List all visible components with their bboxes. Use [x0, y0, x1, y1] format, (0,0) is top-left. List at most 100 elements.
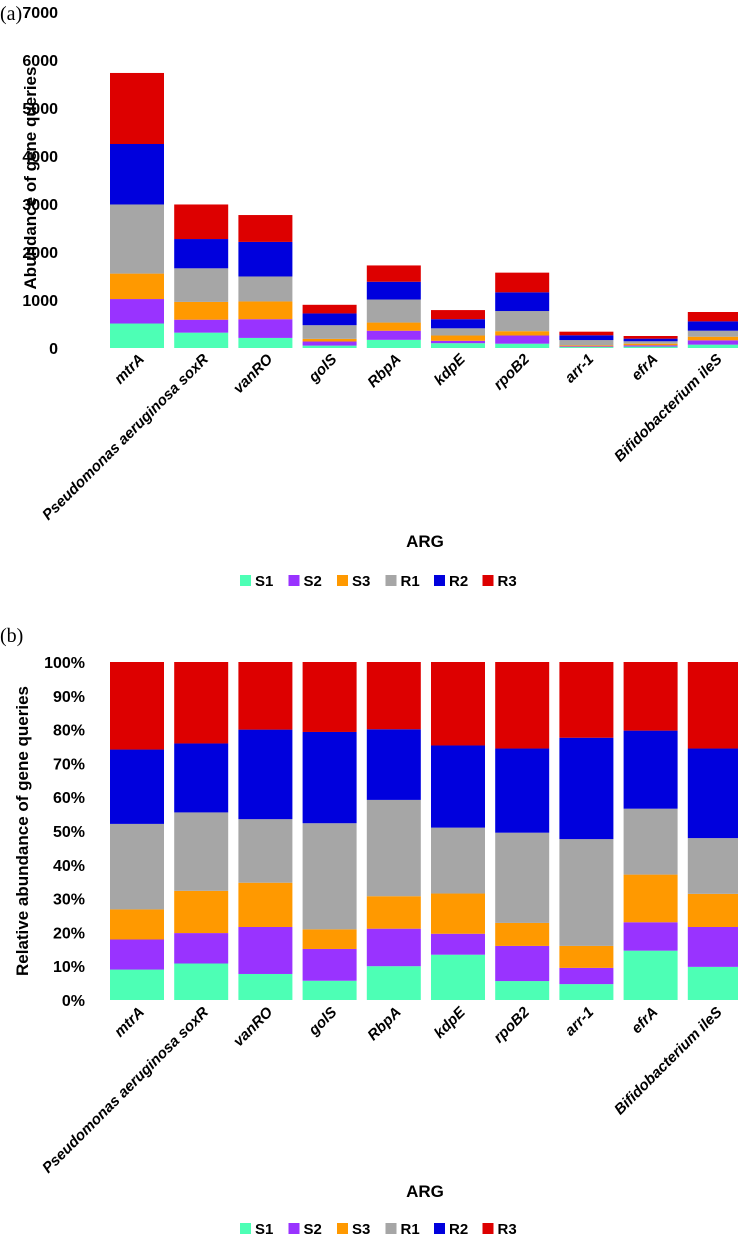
bar-segment-r3-9: [687, 312, 738, 322]
bar-segment-r1-0: [110, 204, 164, 274]
y-tick-label: 5000: [22, 101, 58, 118]
x-category-label: kdpE: [431, 1003, 470, 1042]
bar-segment-s1-7: [559, 347, 614, 348]
bar-segment-s2-3: [302, 948, 357, 981]
bar-segment-r2-6: [495, 748, 550, 833]
legend-label-r3: R3: [498, 573, 517, 590]
bar-segment-r1-2: [238, 819, 293, 883]
bar-segment-r2-2: [238, 241, 293, 277]
bar-segment-r1-8: [623, 808, 678, 875]
x-category-label: rpoB2: [490, 350, 533, 393]
bar-segment-s1-4: [366, 966, 421, 1000]
bar-segment-r2-7: [559, 335, 614, 341]
bar-segment-s1-4: [366, 339, 421, 348]
x-category-label: arr-1: [562, 351, 598, 387]
y-tick-label: 4000: [22, 149, 58, 166]
bar-segment-r1-8: [623, 341, 678, 344]
bar-segment-s2-0: [110, 299, 164, 324]
bar-segment-s1-1: [174, 332, 229, 348]
bar-segment-r2-8: [623, 338, 678, 342]
x-category-label: mtrA: [111, 351, 148, 388]
bar-segment-s3-6: [495, 922, 550, 946]
x-axis-title: ARG: [406, 1182, 444, 1201]
bar-segment-r2-5: [431, 745, 485, 828]
chart-a-absolute-abundance: (a) Abundance of gene queries 0 1000 2000 300…: [0, 3, 738, 590]
y-tick-label: 7000: [22, 5, 58, 22]
bar-segment-r1-1: [174, 812, 229, 891]
bar-segment-r1-9: [687, 330, 738, 337]
x-axis-title: ARG: [406, 532, 444, 551]
legend-label-r3: R3: [498, 1221, 517, 1238]
bar-segment-r3-0: [110, 662, 164, 750]
bar-segment-s2-1: [174, 933, 229, 964]
legend-label-s2: S2: [304, 573, 322, 590]
panel-label: (a): [0, 3, 22, 25]
y-tick-label: 50%: [53, 824, 85, 841]
bar-segment-s1-2: [238, 337, 293, 348]
bar-segment-r3-6: [495, 662, 550, 749]
chart-b-relative-abundance: (b) Relative abundance of gene queries 0% 1…: [0, 625, 738, 1238]
bar-segment-s1-9: [687, 344, 738, 348]
x-category-label: vanRO: [230, 351, 276, 397]
bar-segment-r2-2: [238, 729, 293, 820]
bar-segment-r3-5: [431, 310, 485, 320]
y-axis-title: Abundance of gene queries: [21, 67, 40, 290]
bar-segment-s3-5: [431, 335, 485, 341]
bar-segment-s3-0: [110, 909, 164, 940]
bar-segment-r3-1: [174, 204, 229, 240]
bar-segment-r3-7: [559, 662, 614, 738]
bar-segment-r1-9: [687, 838, 738, 894]
bar-segment-s2-5: [431, 933, 485, 955]
bar-segment-s3-1: [174, 890, 229, 934]
x-category-label: efrA: [628, 1004, 661, 1037]
bar-segment-s2-4: [366, 928, 421, 967]
y-tick-label: 1000: [22, 293, 58, 310]
bar-segment-s2-6: [495, 335, 550, 344]
legend-swatch-s2: [288, 1223, 300, 1234]
x-category-label: efrA: [628, 351, 661, 384]
bar-segment-s3-7: [559, 945, 614, 968]
bar-segment-r2-6: [495, 292, 550, 312]
legend-label-s1: S1: [255, 573, 273, 590]
bar-segment-s1-0: [110, 323, 164, 348]
bar-segment-r1-1: [174, 268, 229, 302]
bar-segment-s3-9: [687, 336, 738, 341]
bar-segment-r2-4: [366, 281, 421, 300]
bar-segment-r1-3: [302, 823, 357, 930]
bar-segment-s1-5: [431, 343, 485, 348]
bar-segment-s1-9: [687, 966, 738, 1000]
y-tick-label: 10%: [53, 959, 85, 976]
y-tick-label: 60%: [53, 790, 85, 807]
bar-segment-r3-2: [238, 215, 293, 242]
bar-segment-r2-4: [366, 729, 421, 800]
legend-swatch-s1: [240, 575, 251, 586]
x-category-label: vanRO: [230, 1004, 276, 1050]
bar-segment-s3-8: [623, 343, 678, 346]
bar-segment-r1-4: [366, 799, 421, 897]
bar-segment-r2-9: [687, 748, 738, 839]
bar-segment-s2-7: [559, 346, 614, 348]
bar-segment-r3-0: [110, 72, 164, 144]
bar-segment-r3-4: [366, 265, 421, 282]
bar-segment-r3-3: [302, 304, 357, 314]
bar-segment-r3-2: [238, 662, 293, 730]
bar-segment-r1-4: [366, 299, 421, 323]
bar-segment-s3-9: [687, 893, 738, 927]
x-category-label: kdpE: [431, 350, 470, 389]
bar-segment-s2-5: [431, 340, 485, 344]
bar-segment-s1-7: [559, 984, 614, 1000]
bar-segment-r3-5: [431, 662, 485, 746]
bar-segment-s3-4: [366, 322, 421, 331]
x-category-label: RbpA: [364, 1004, 404, 1044]
x-category-label: golS: [305, 1004, 341, 1040]
y-tick-label: 20%: [53, 925, 85, 942]
legend-swatch-s3: [337, 1223, 348, 1234]
bar-segment-s2-9: [687, 926, 738, 967]
bar-segment-r1-3: [302, 325, 357, 339]
legend-swatch-r2: [434, 575, 445, 586]
y-tick-label: 6000: [22, 53, 58, 70]
legend: S1 S2 S3 R1 R2 R3: [240, 573, 517, 590]
bar-segment-s1-8: [623, 950, 678, 1000]
bar-segment-s3-3: [302, 338, 357, 342]
bar-segment-s3-5: [431, 893, 485, 934]
